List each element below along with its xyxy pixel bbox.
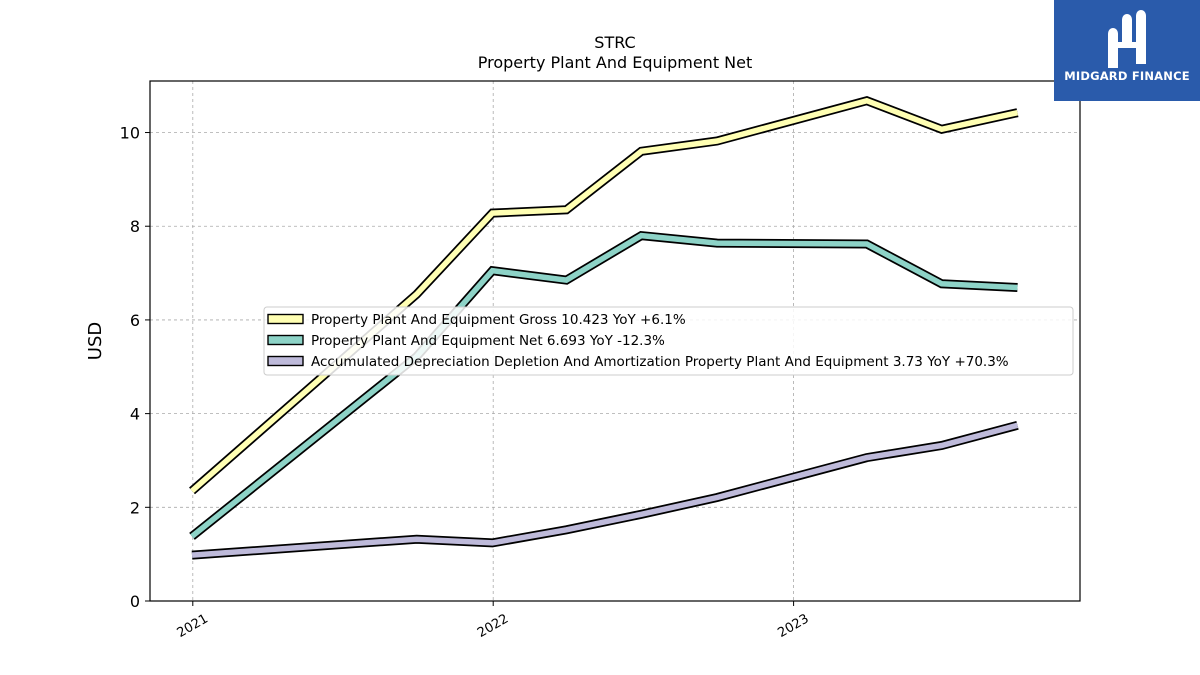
chart-title: STRC (594, 33, 635, 52)
x-tick-label: 2021 (175, 611, 211, 641)
legend-swatch-0 (267, 313, 304, 325)
series-line-2 (191, 422, 1019, 558)
y-tick-label: 2 (130, 498, 140, 517)
logo-mark-icon (1108, 10, 1146, 68)
y-tick-label: 8 (130, 217, 140, 236)
y-axis-label: USD (85, 322, 106, 360)
x-tick-label: 2023 (775, 611, 811, 641)
legend-box (263, 306, 1074, 376)
y-axis: 0 2 4 6 8 10 (120, 124, 150, 611)
chart-subtitle: Property Plant And Equipment Net (478, 53, 753, 72)
y-tick-label: 0 (130, 592, 140, 611)
legend-swatch-1 (267, 334, 304, 346)
series-line-0 (190, 97, 1019, 493)
legend-swatch-2 (267, 355, 304, 367)
logo-text: MIDGARD FINANCE (1064, 69, 1190, 83)
plot-frame (149, 80, 1081, 602)
legend-label-1: Property Plant And Equipment Net 6.693 Y… (311, 333, 665, 349)
legend-label-2: Accumulated Depreciation Depletion And A… (311, 354, 1009, 370)
x-tick-label: 2022 (475, 611, 511, 641)
y-tick-label: 6 (130, 311, 140, 330)
x-axis: 2021 2022 2023 (175, 601, 812, 641)
legend-label-0: Property Plant And Equipment Gross 10.42… (311, 312, 686, 328)
series-outline-2 (191, 420, 1019, 560)
y-tick-label: 10 (120, 124, 140, 143)
legend: Property Plant And Equipment Gross 10.42… (263, 306, 1074, 376)
y-tick-label: 4 (130, 405, 140, 424)
midgard-finance-logo: MIDGARD FINANCE (1054, 0, 1200, 101)
